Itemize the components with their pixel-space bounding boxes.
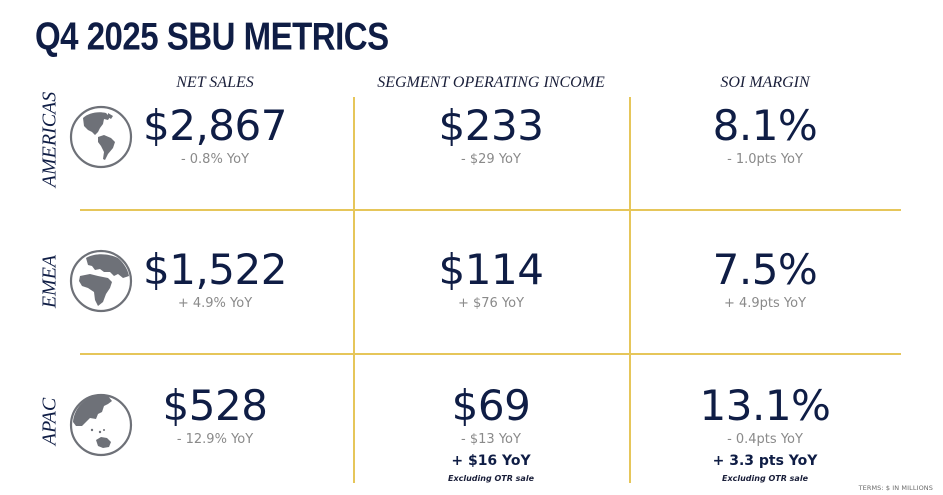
globe-europe-africa-icon	[69, 249, 133, 313]
emea-soi-value: $114	[438, 245, 544, 294]
globe-asia-australia-icon	[69, 393, 133, 457]
row-divider-2	[80, 353, 901, 355]
americas-soi-margin-yoy: - 1.0pts YoY	[727, 152, 803, 167]
emea-net-sales: $1,522 + 4.9% YoY	[140, 246, 290, 313]
column-header-net-sales: NET SALES	[176, 74, 254, 91]
apac-net-sales: $528 - 12.9% YoY	[140, 382, 290, 449]
column-divider-2	[629, 97, 631, 483]
emea-soi-yoy: + $76 YoY	[457, 296, 525, 311]
emea-soi: $114 + $76 YoY	[353, 246, 629, 313]
page-title: Q4 2025 SBU METRICS	[35, 14, 389, 58]
emea-net-sales-value: $1,522	[143, 245, 287, 294]
americas-net-sales-yoy: - 0.8% YoY	[180, 152, 250, 167]
americas-soi-margin-value: 8.1%	[712, 101, 818, 150]
region-label-americas: AMERICAS	[38, 91, 61, 188]
americas-net-sales: $2,867 - 0.8% YoY	[140, 102, 290, 169]
column-divider-1	[353, 97, 355, 483]
apac-soi-value: $69	[451, 381, 531, 430]
apac-soi: $69 - $13 YoY + $16 YoY Excluding OTR sa…	[353, 382, 629, 484]
emea-soi-margin-yoy: + 4.9pts YoY	[723, 296, 807, 311]
apac-soi-margin-value: 13.1%	[699, 381, 831, 430]
apac-soi-adjusted-yoy: + $16 YoY	[451, 453, 531, 469]
apac-soi-note: Excluding OTR sale	[447, 474, 534, 483]
americas-soi-yoy: - $29 YoY	[461, 152, 521, 167]
apac-soi-margin: 13.1% - 0.4pts YoY + 3.3 pts YoY Excludi…	[629, 382, 901, 484]
column-header-soi: SEGMENT OPERATING INCOME	[377, 74, 605, 91]
globe-americas-icon	[69, 105, 133, 169]
apac-soi-margin-yoy: - 0.4pts YoY	[727, 432, 803, 447]
region-label-emea: EMEA	[38, 254, 61, 309]
americas-soi-value: $233	[438, 101, 544, 150]
region-label-apac: APAC	[38, 397, 61, 446]
emea-soi-margin: 7.5% + 4.9pts YoY	[629, 246, 901, 313]
column-header-soi-margin: SOI MARGIN	[720, 74, 810, 91]
emea-net-sales-yoy: + 4.9% YoY	[177, 296, 253, 311]
apac-net-sales-yoy: - 12.9% YoY	[176, 432, 254, 447]
row-divider-1	[80, 209, 901, 211]
americas-net-sales-value: $2,867	[143, 101, 287, 150]
apac-soi-margin-adjusted-yoy: + 3.3 pts YoY	[712, 453, 818, 469]
terms-footnote: TERMS: $ IN MILLIONS	[858, 484, 933, 492]
apac-soi-yoy: - $13 YoY	[461, 432, 521, 447]
americas-soi-margin: 8.1% - 1.0pts YoY	[629, 102, 901, 169]
apac-net-sales-value: $528	[162, 381, 268, 430]
apac-soi-margin-note: Excluding OTR sale	[721, 474, 808, 483]
americas-soi: $233 - $29 YoY	[353, 102, 629, 169]
emea-soi-margin-value: 7.5%	[712, 245, 818, 294]
